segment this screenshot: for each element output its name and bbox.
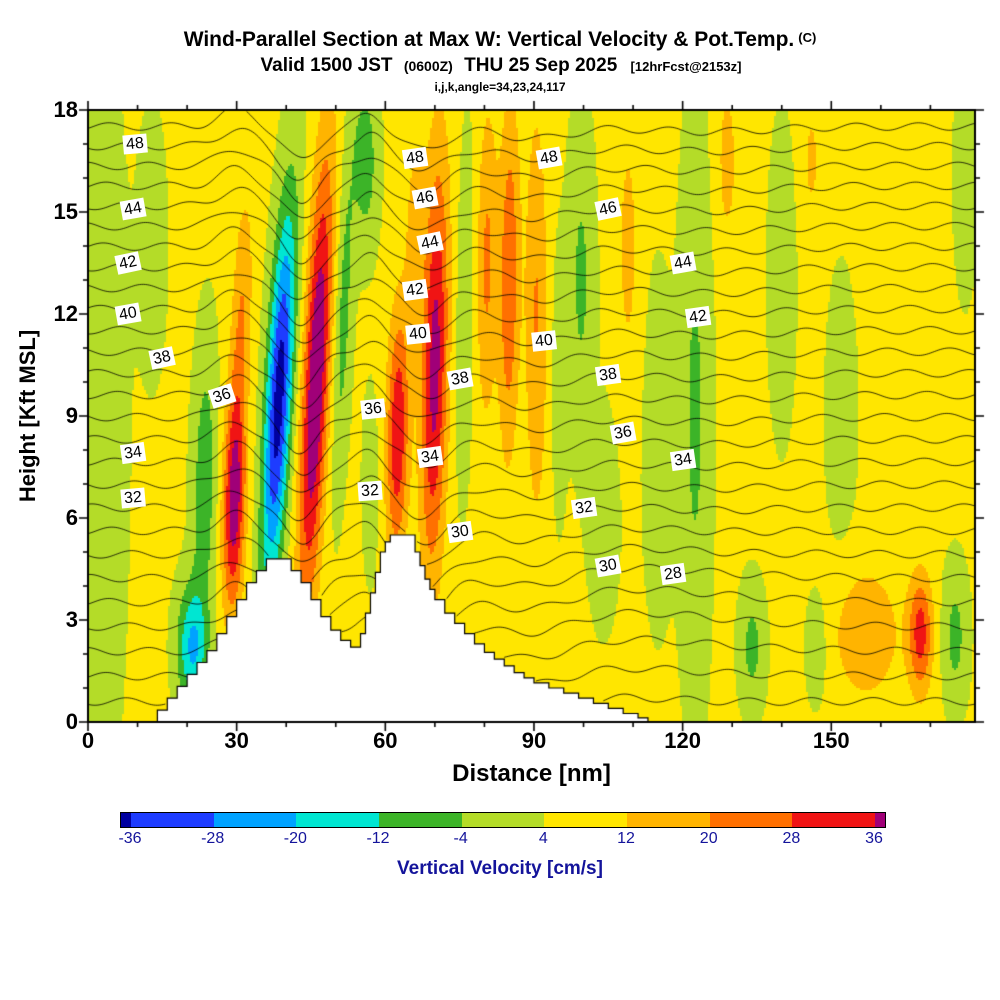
colorbar-tick-label: 36 [865, 830, 883, 847]
valid-zulu: (0600Z) [403, 58, 453, 74]
colorbar-tick-label: -12 [366, 830, 390, 847]
colorbar-segment [131, 813, 214, 827]
colorbar [120, 812, 886, 828]
colorbar-segment [296, 813, 379, 827]
contour-label: 48 [401, 146, 429, 169]
colorbar-segment [709, 813, 793, 827]
contour-label: 38 [595, 364, 622, 387]
contour-label: 30 [594, 554, 622, 578]
valid-time-line: Valid 1500 JST (0600Z) THU 25 Sep 2025 [… [0, 55, 1000, 77]
x-tick-label: 90 [521, 728, 547, 753]
y-tick-label: 15 [53, 199, 78, 224]
contour-label: 34 [669, 449, 696, 472]
colorbar-segment [544, 813, 627, 827]
colorbar-label: Vertical Velocity [cm/s] [397, 858, 603, 879]
contour-label: 44 [119, 197, 146, 221]
index-line: i,j,k,angle=34,23,24,117 [434, 80, 566, 94]
colorbar-tick-label: -4 [453, 830, 468, 847]
colorbar-tick-label: 20 [699, 830, 718, 847]
contour-label: 34 [416, 445, 444, 468]
colorbar-tick-label: 28 [782, 830, 801, 847]
contour-label: 34 [119, 442, 146, 465]
y-tick-label: 6 [65, 505, 78, 530]
contour-label: 42 [684, 306, 711, 329]
colorbar-tick-label: -36 [118, 830, 142, 847]
contour-label: 36 [360, 398, 386, 420]
contour-label: 38 [446, 367, 474, 391]
contour-label: 32 [119, 487, 146, 509]
x-axis-label: Distance [nm] [452, 760, 611, 787]
contour-label: 40 [114, 302, 142, 326]
contour-label: 32 [570, 496, 597, 519]
cross-section-canvas [0, 0, 1000, 770]
colorbar-segment [121, 813, 131, 827]
page-title: Wind-Parallel Section at Max W: Vertical… [0, 28, 1000, 52]
colorbar-tick-label: -28 [201, 830, 225, 847]
contour-label: 48 [122, 133, 148, 155]
title-unit: (C) [798, 30, 817, 45]
colorbar-tick-label: 4 [538, 830, 548, 847]
colorbar-segment [792, 813, 875, 827]
colorbar-segment [378, 813, 462, 827]
title-text: Wind-Parallel Section at Max W: Vertical… [183, 28, 795, 51]
contour-label: 32 [357, 480, 383, 502]
y-tick-label: 12 [53, 301, 78, 326]
x-tick-label: 60 [373, 728, 398, 753]
valid-prefix: Valid 1500 JST [260, 55, 393, 76]
colorbar-segment [461, 813, 545, 827]
y-tick-label: 0 [65, 709, 78, 734]
contour-label: 48 [535, 146, 563, 170]
colorbar-segment [213, 813, 297, 827]
x-tick-label: 30 [224, 728, 249, 753]
contour-label: 42 [401, 279, 429, 302]
colorbar-segment [874, 813, 885, 827]
y-tick-label: 9 [65, 403, 78, 428]
colorbar-tick-label: -20 [283, 830, 307, 847]
contour-label: 44 [669, 251, 696, 275]
colorbar-tick-label: 12 [617, 830, 635, 847]
y-tick-label: 3 [65, 607, 78, 632]
valid-date: THU 25 Sep 2025 [464, 55, 618, 76]
x-tick-label: 150 [812, 728, 850, 753]
forecast-tag: [12hrFcst@2153z] [630, 59, 742, 74]
contour-label: 40 [531, 330, 557, 352]
y-tick-label: 18 [53, 97, 78, 122]
contour-label: 30 [446, 520, 473, 543]
x-tick-label: 0 [81, 728, 95, 753]
x-tick-label: 120 [664, 728, 701, 753]
colorbar-segment [626, 813, 710, 827]
contour-label: 28 [659, 563, 686, 586]
contour-label: 40 [404, 323, 431, 346]
